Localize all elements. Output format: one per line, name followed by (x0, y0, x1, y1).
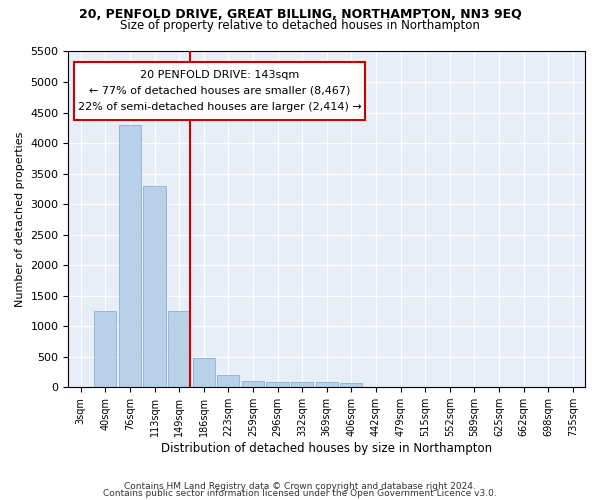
Y-axis label: Number of detached properties: Number of detached properties (15, 132, 25, 307)
Text: ← 77% of detached houses are smaller (8,467): ← 77% of detached houses are smaller (8,… (89, 86, 350, 96)
Bar (193, 358, 215, 387)
Text: 20, PENFOLD DRIVE, GREAT BILLING, NORTHAMPTON, NN3 9EQ: 20, PENFOLD DRIVE, GREAT BILLING, NORTHA… (79, 8, 521, 20)
Bar (291, 382, 313, 387)
Text: 20 PENFOLD DRIVE: 143sqm: 20 PENFOLD DRIVE: 143sqm (140, 70, 299, 80)
Bar (316, 382, 338, 387)
Bar (242, 381, 264, 387)
Bar (94, 311, 116, 387)
Bar (119, 124, 141, 387)
Text: Contains HM Land Registry data © Crown copyright and database right 2024.: Contains HM Land Registry data © Crown c… (124, 482, 476, 491)
Text: Contains public sector information licensed under the Open Government Licence v3: Contains public sector information licen… (103, 490, 497, 498)
Bar (217, 375, 239, 387)
FancyBboxPatch shape (74, 62, 365, 120)
Bar (143, 186, 166, 387)
Text: 22% of semi-detached houses are larger (2,414) →: 22% of semi-detached houses are larger (… (77, 102, 361, 112)
X-axis label: Distribution of detached houses by size in Northampton: Distribution of detached houses by size … (161, 442, 492, 455)
Text: Size of property relative to detached houses in Northampton: Size of property relative to detached ho… (120, 18, 480, 32)
Bar (168, 311, 190, 387)
Bar (266, 382, 289, 387)
Bar (340, 383, 362, 387)
